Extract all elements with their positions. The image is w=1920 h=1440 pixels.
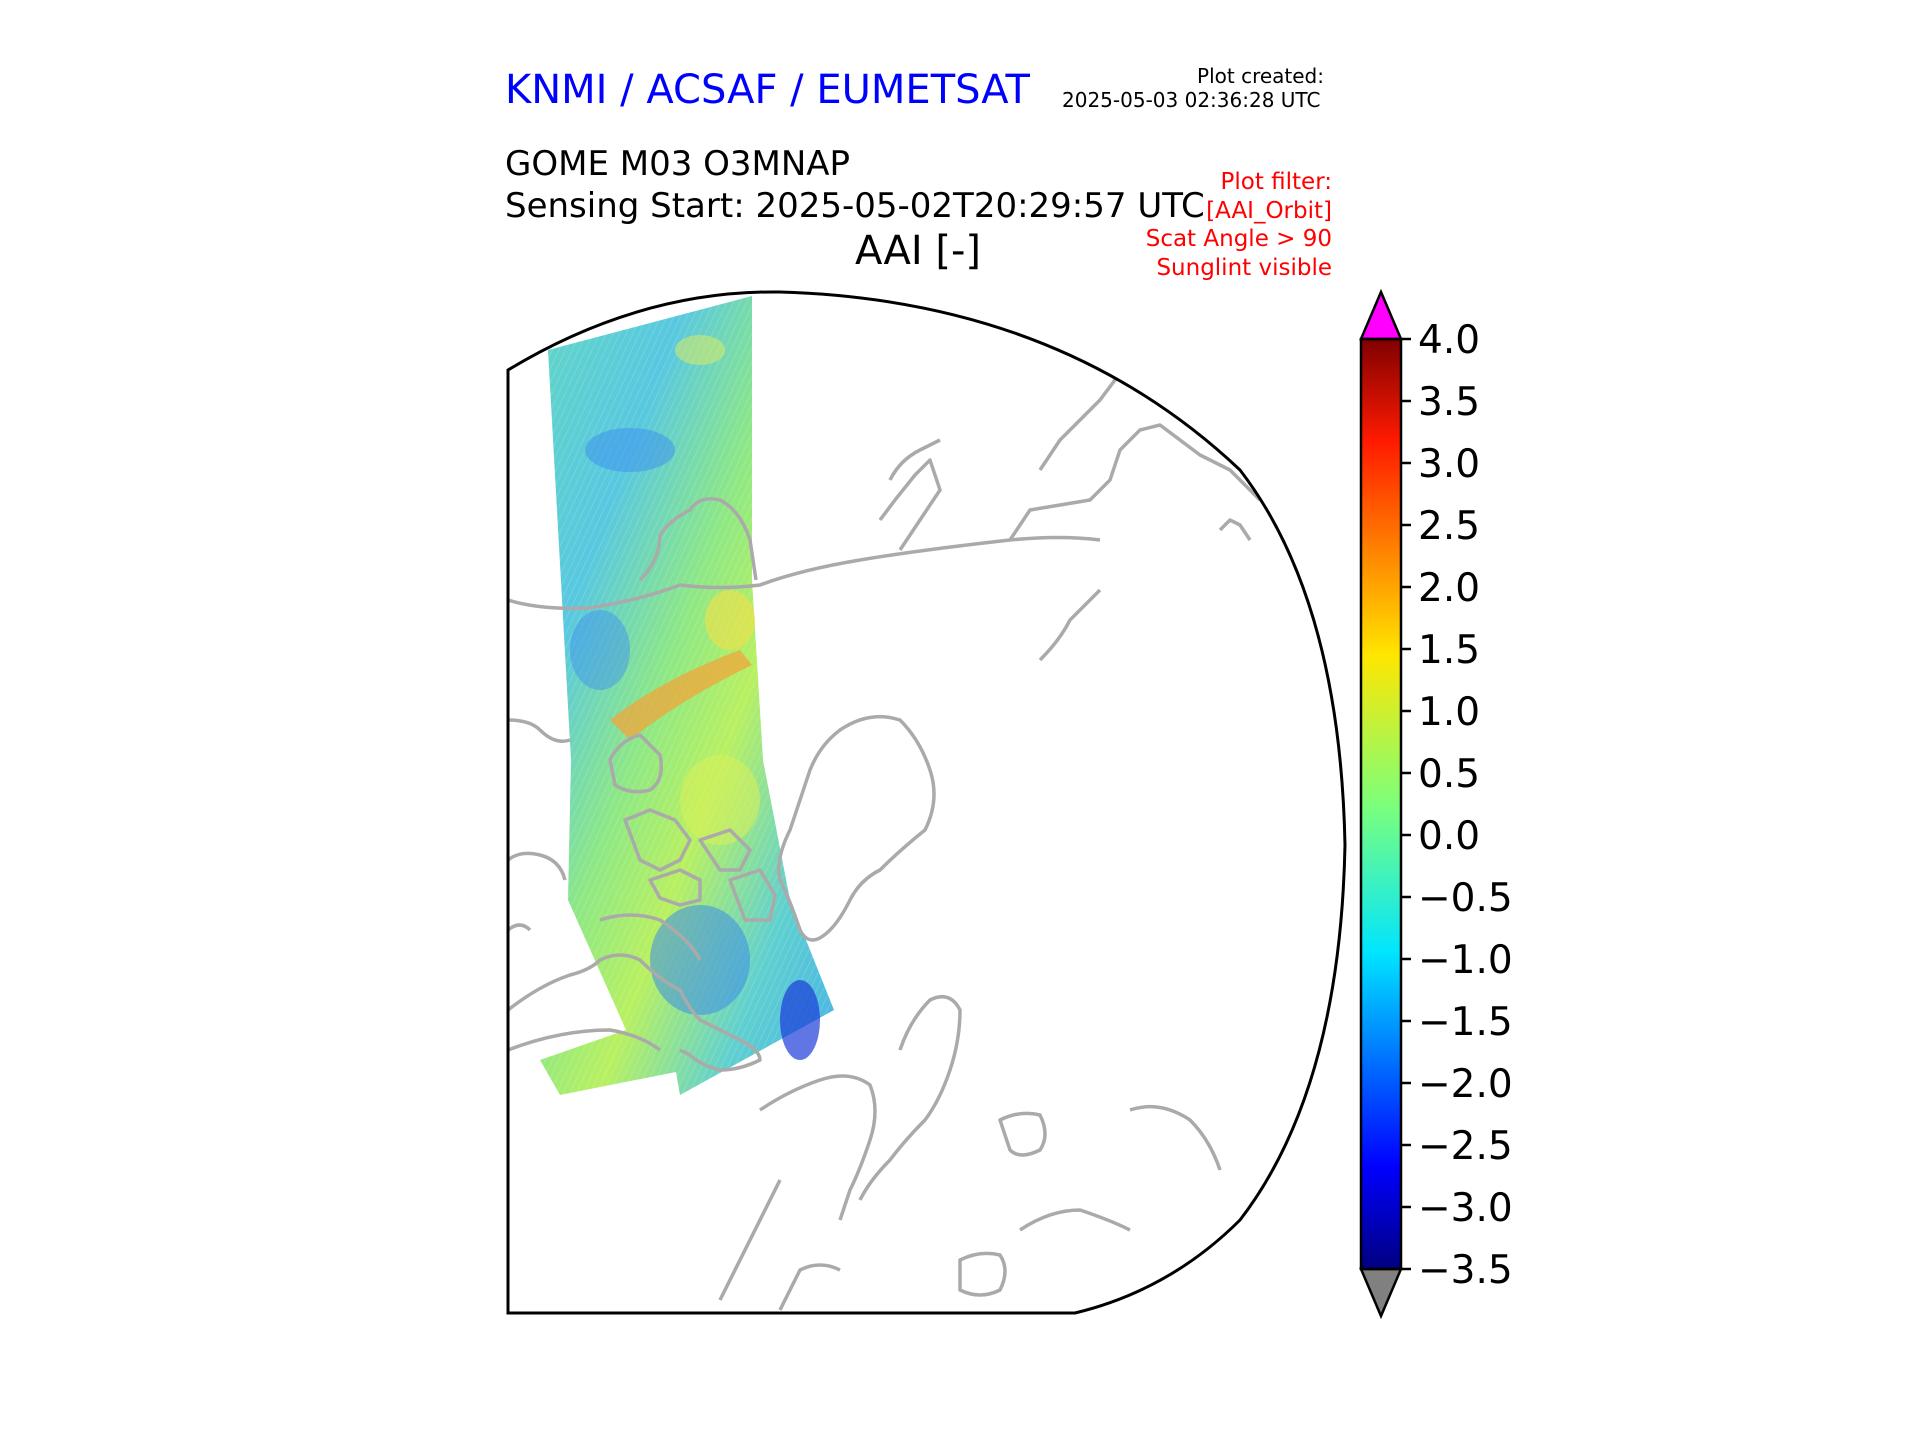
sensing-start: Sensing Start: 2025-05-02T20:29:57 UTC <box>505 186 1205 226</box>
colorbar: 4.0 3.5 3.0 2.5 2.0 1.5 1.0 0.5 0.0 −0.5 −1.0 −1.5 −… <box>1359 288 1513 1320</box>
colorbar-tick-label: −3.0 <box>1418 1186 1513 1231</box>
colorbar-over-extension <box>1359 288 1403 341</box>
filter-line-orbit: [AAI_Orbit] <box>1206 197 1332 224</box>
satellite-swath <box>540 296 834 1095</box>
colorbar-tick-label: −3.5 <box>1418 1248 1513 1293</box>
colorbar-tick-label: −2.5 <box>1418 1124 1513 1169</box>
colorbar-ramp <box>1361 339 1401 1269</box>
map-panel <box>506 290 1347 1315</box>
colorbar-ticks: 4.0 3.5 3.0 2.5 2.0 1.5 1.0 0.5 0.0 −0.5 −1.0 −1.5 −… <box>1401 318 1513 1293</box>
colorbar-tick-label: 0.0 <box>1418 814 1480 859</box>
product-title: GOME M03 O3MNAP <box>505 144 851 184</box>
plot-created-time: 2025-05-03 02:36:28 UTC <box>1062 88 1321 112</box>
filter-line-sunglint: Sunglint visible <box>1156 254 1332 281</box>
colorbar-tick-label: −1.0 <box>1418 938 1513 983</box>
agency-title: KNMI / ACSAF / EUMETSAT <box>505 67 1030 113</box>
map-boundary <box>506 290 1347 1315</box>
colorbar-tick-label: 1.5 <box>1418 628 1480 673</box>
coastlines <box>508 363 1262 1311</box>
colorbar-tick-label: 3.0 <box>1418 442 1480 487</box>
colorbar-tick-label: 4.0 <box>1418 318 1480 363</box>
variable-title: AAI [-] <box>855 228 981 274</box>
colorbar-tick-label: −2.0 <box>1418 1062 1513 1107</box>
colorbar-tick-label: −0.5 <box>1418 876 1513 921</box>
colorbar-tick-label: 1.0 <box>1418 690 1480 735</box>
colorbar-tick-label: 2.0 <box>1418 566 1480 611</box>
colorbar-tick-label: 2.5 <box>1418 504 1480 549</box>
plot-filter: Plot filter: [AAI_Orbit] Scat Angle > 90… <box>1146 168 1332 282</box>
filter-line-label: Plot filter: <box>1220 169 1332 195</box>
filter-line-scat: Scat Angle > 90 <box>1145 226 1332 252</box>
colorbar-tick-label: 0.5 <box>1418 752 1480 797</box>
colorbar-tick-label: −1.5 <box>1418 1000 1513 1045</box>
colorbar-tick-label: 3.5 <box>1418 380 1480 425</box>
colorbar-under-extension <box>1359 1267 1403 1320</box>
plot-created-label: Plot created: <box>1197 64 1324 88</box>
